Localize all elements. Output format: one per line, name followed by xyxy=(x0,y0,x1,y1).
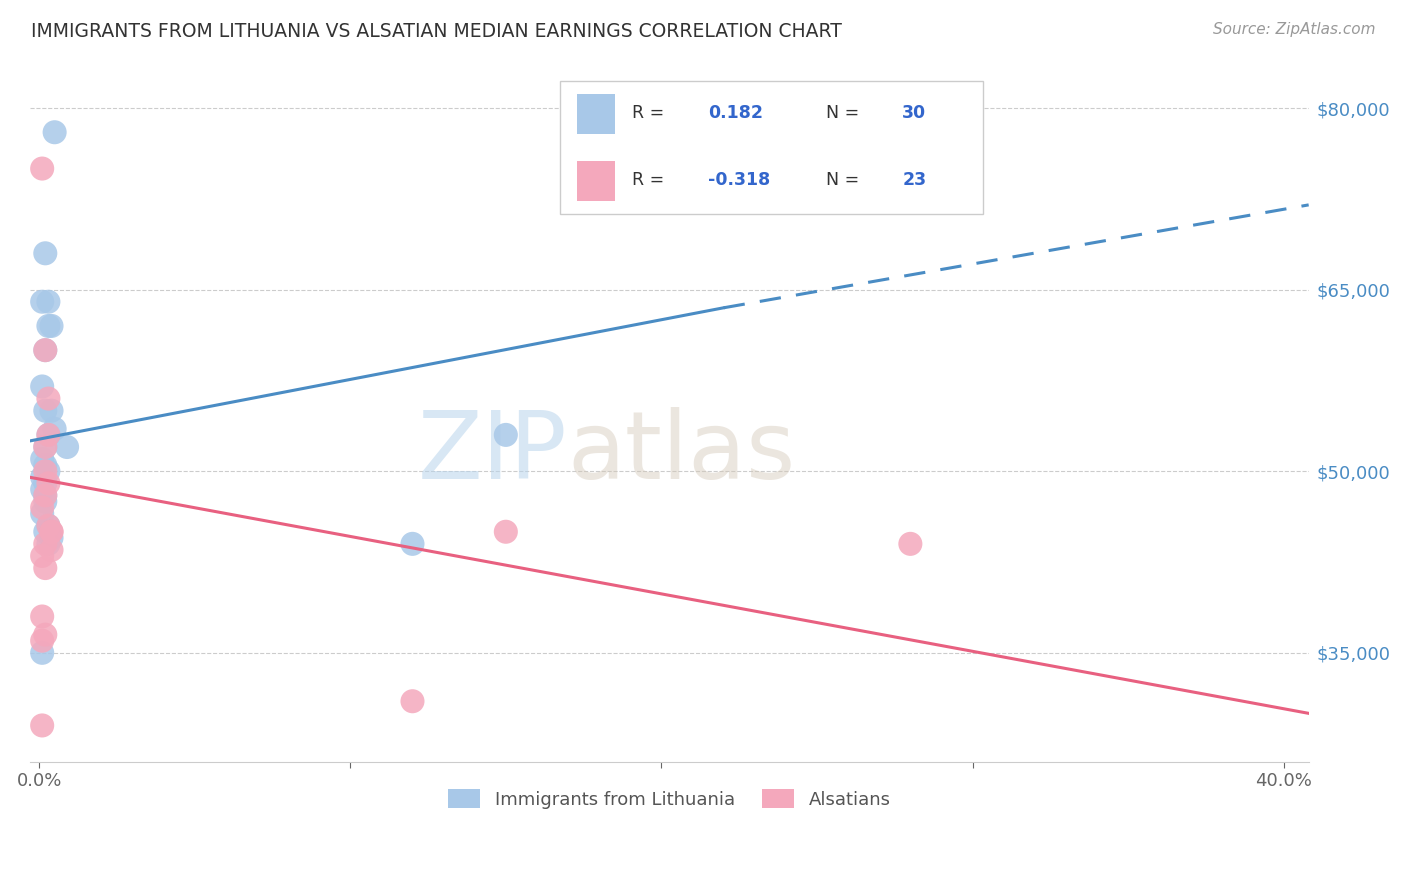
Point xyxy=(37,428,59,442)
Legend: Immigrants from Lithuania, Alsatians: Immigrants from Lithuania, Alsatians xyxy=(440,782,898,816)
Point xyxy=(34,561,56,575)
Point xyxy=(31,452,53,467)
Point xyxy=(401,694,423,708)
Point xyxy=(34,524,56,539)
Point xyxy=(31,507,53,521)
Point xyxy=(495,428,517,442)
Point xyxy=(34,476,56,491)
Point xyxy=(31,646,53,660)
Point xyxy=(31,500,53,515)
Point xyxy=(41,531,63,545)
Point xyxy=(34,246,56,260)
Point xyxy=(44,422,66,436)
Point xyxy=(31,718,53,732)
Point xyxy=(31,483,53,497)
Text: ZIP: ZIP xyxy=(418,407,567,499)
Point xyxy=(34,488,56,502)
Point xyxy=(34,494,56,508)
Point xyxy=(34,440,56,454)
Point xyxy=(34,440,56,454)
Point xyxy=(56,440,79,454)
Point xyxy=(34,403,56,417)
Point xyxy=(31,549,53,563)
Point xyxy=(34,464,56,478)
Point xyxy=(37,428,59,442)
Point xyxy=(31,633,53,648)
Point xyxy=(37,294,59,309)
Point xyxy=(34,343,56,358)
Point xyxy=(41,542,63,557)
Point xyxy=(37,476,59,491)
Point xyxy=(37,464,59,478)
Point xyxy=(31,379,53,393)
Point xyxy=(898,537,921,551)
Point xyxy=(31,609,53,624)
Point xyxy=(495,524,517,539)
Point xyxy=(37,318,59,333)
Point xyxy=(31,470,53,484)
Point xyxy=(37,518,59,533)
Text: atlas: atlas xyxy=(567,407,796,499)
Point xyxy=(34,537,56,551)
Text: Source: ZipAtlas.com: Source: ZipAtlas.com xyxy=(1212,22,1375,37)
Point xyxy=(34,458,56,472)
Text: IMMIGRANTS FROM LITHUANIA VS ALSATIAN MEDIAN EARNINGS CORRELATION CHART: IMMIGRANTS FROM LITHUANIA VS ALSATIAN ME… xyxy=(31,22,842,41)
Point xyxy=(37,392,59,406)
Point xyxy=(37,537,59,551)
Point xyxy=(34,488,56,502)
Point xyxy=(44,125,66,139)
Point xyxy=(37,518,59,533)
Point xyxy=(41,403,63,417)
Point xyxy=(41,318,63,333)
Point xyxy=(41,524,63,539)
Point xyxy=(31,294,53,309)
Point xyxy=(401,537,423,551)
Point xyxy=(34,627,56,641)
Point xyxy=(41,524,63,539)
Point xyxy=(34,343,56,358)
Point xyxy=(31,161,53,176)
